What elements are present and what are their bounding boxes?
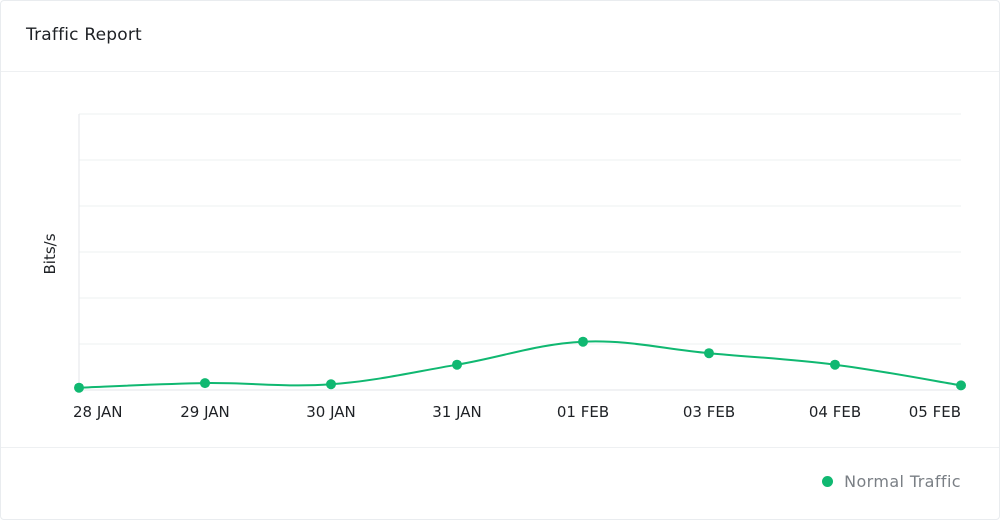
- data-point[interactable]: [200, 378, 210, 389]
- x-tick-label: 01 FEB: [557, 403, 609, 421]
- y-axis-label: Bits/s: [41, 233, 59, 274]
- data-point[interactable]: [704, 348, 714, 359]
- x-tick-label: 29 JAN: [180, 403, 230, 421]
- card-footer: Normal Traffic: [1, 447, 999, 520]
- line-chart: Bits/s 28 JAN 29 JAN 30 JAN 31 JAN 01 FEB 03 …: [41, 113, 966, 421]
- data-point[interactable]: [74, 382, 84, 393]
- series-line: [78, 340, 962, 389]
- x-tick-labels: 28 JAN 29 JAN 30 JAN 31 JAN 01 FEB 03 FEB 04 F…: [73, 403, 961, 421]
- data-point[interactable]: [830, 359, 840, 370]
- legend-label: Normal Traffic: [844, 472, 961, 491]
- data-point[interactable]: [578, 336, 588, 347]
- grid-lines: [79, 113, 961, 391]
- x-tick-label: 03 FEB: [683, 403, 735, 421]
- data-point[interactable]: [956, 380, 966, 391]
- chart-area: Bits/s 28 JAN 29 JAN 30 JAN 31 JAN 01 FEB 03 …: [1, 72, 999, 447]
- data-points: [74, 336, 966, 393]
- x-tick-label: 28 JAN: [73, 403, 123, 421]
- x-tick-label: 30 JAN: [306, 403, 356, 421]
- card-header: Traffic Report: [1, 1, 999, 72]
- data-point[interactable]: [452, 359, 462, 370]
- x-tick-label: 04 FEB: [809, 403, 861, 421]
- card-title: Traffic Report: [26, 25, 142, 45]
- chart-legend[interactable]: Normal Traffic: [822, 472, 961, 491]
- legend-marker-icon: [822, 476, 834, 487]
- data-point[interactable]: [326, 379, 336, 390]
- x-tick-label: 31 JAN: [432, 403, 482, 421]
- x-tick-label: 05 FEB: [909, 403, 961, 421]
